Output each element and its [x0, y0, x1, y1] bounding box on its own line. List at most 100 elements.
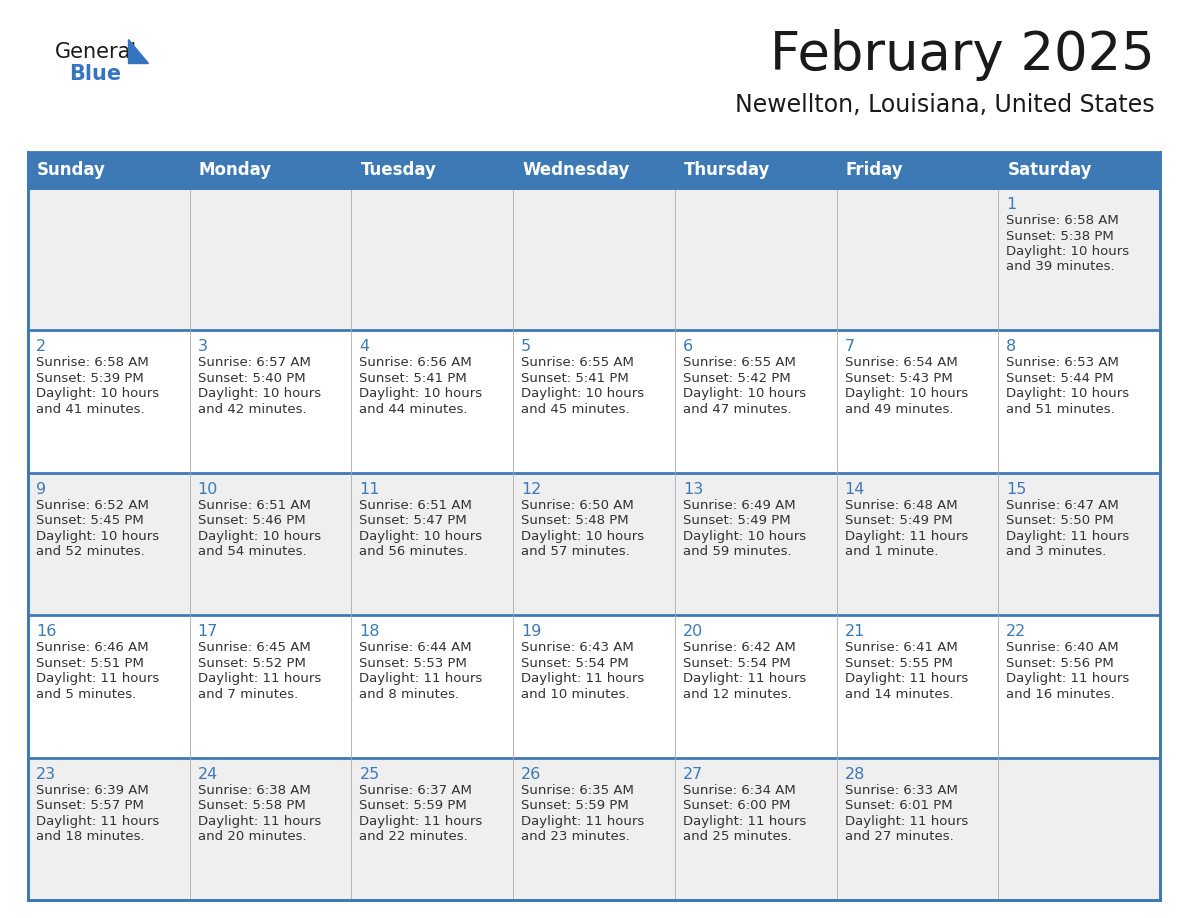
Text: and 59 minutes.: and 59 minutes.	[683, 545, 791, 558]
Text: Sunrise: 6:51 AM: Sunrise: 6:51 AM	[360, 498, 473, 512]
Bar	[29, 757, 190, 900]
Text: 25: 25	[360, 767, 380, 781]
Text: 17: 17	[197, 624, 219, 639]
Text: 22: 22	[1006, 624, 1026, 639]
Text: 6: 6	[683, 340, 693, 354]
Text: Daylight: 10 hours: Daylight: 10 hours	[36, 530, 159, 543]
Bar	[190, 473, 352, 615]
Text: Daylight: 10 hours: Daylight: 10 hours	[683, 387, 805, 400]
Text: 3: 3	[197, 340, 208, 354]
Bar	[998, 473, 1159, 615]
Bar	[998, 188, 1159, 330]
Bar	[513, 330, 675, 473]
Text: Sunrise: 6:44 AM: Sunrise: 6:44 AM	[360, 641, 472, 655]
Text: 2: 2	[36, 340, 46, 354]
Bar	[29, 615, 190, 757]
Text: Daylight: 10 hours: Daylight: 10 hours	[197, 530, 321, 543]
Text: Sunrise: 6:41 AM: Sunrise: 6:41 AM	[845, 641, 958, 655]
Bar	[675, 757, 836, 900]
Bar	[190, 757, 352, 900]
Text: Sunset: 5:42 PM: Sunset: 5:42 PM	[683, 372, 790, 385]
Text: and 57 minutes.: and 57 minutes.	[522, 545, 630, 558]
Text: Sunrise: 6:55 AM: Sunrise: 6:55 AM	[683, 356, 796, 369]
Polygon shape	[128, 39, 148, 63]
Text: 12: 12	[522, 482, 542, 497]
Text: Daylight: 11 hours: Daylight: 11 hours	[360, 814, 482, 828]
Text: Sunset: 5:41 PM: Sunset: 5:41 PM	[360, 372, 467, 385]
Text: Thursday: Thursday	[684, 161, 770, 179]
Text: Blue: Blue	[69, 64, 121, 84]
Text: and 3 minutes.: and 3 minutes.	[1006, 545, 1106, 558]
Bar	[352, 473, 513, 615]
Text: Sunrise: 6:35 AM: Sunrise: 6:35 AM	[522, 784, 634, 797]
Text: Sunset: 5:56 PM: Sunset: 5:56 PM	[1006, 656, 1114, 670]
Text: Sunset: 5:54 PM: Sunset: 5:54 PM	[683, 656, 790, 670]
Text: and 8 minutes.: and 8 minutes.	[360, 688, 460, 700]
Bar	[352, 152, 513, 188]
Text: Daylight: 10 hours: Daylight: 10 hours	[845, 387, 968, 400]
Text: 18: 18	[360, 624, 380, 639]
Text: and 12 minutes.: and 12 minutes.	[683, 688, 791, 700]
Text: 7: 7	[845, 340, 854, 354]
Text: Sunrise: 6:48 AM: Sunrise: 6:48 AM	[845, 498, 958, 512]
Text: Sunrise: 6:54 AM: Sunrise: 6:54 AM	[845, 356, 958, 369]
Bar	[836, 757, 998, 900]
Bar	[513, 152, 675, 188]
Text: and 10 minutes.: and 10 minutes.	[522, 688, 630, 700]
Text: and 27 minutes.: and 27 minutes.	[845, 830, 953, 843]
Text: and 45 minutes.: and 45 minutes.	[522, 403, 630, 416]
Text: and 20 minutes.: and 20 minutes.	[197, 830, 307, 843]
Bar	[513, 615, 675, 757]
Text: and 14 minutes.: and 14 minutes.	[845, 688, 953, 700]
Text: 28: 28	[845, 767, 865, 781]
Text: Daylight: 10 hours: Daylight: 10 hours	[522, 530, 644, 543]
Text: Sunrise: 6:50 AM: Sunrise: 6:50 AM	[522, 498, 634, 512]
Text: Sunset: 5:49 PM: Sunset: 5:49 PM	[683, 514, 790, 527]
Text: Daylight: 11 hours: Daylight: 11 hours	[197, 814, 321, 828]
Text: Sunset: 5:52 PM: Sunset: 5:52 PM	[197, 656, 305, 670]
Text: 20: 20	[683, 624, 703, 639]
Bar	[190, 152, 352, 188]
Text: and 52 minutes.: and 52 minutes.	[36, 545, 145, 558]
Text: Sunrise: 6:40 AM: Sunrise: 6:40 AM	[1006, 641, 1119, 655]
Text: Daylight: 11 hours: Daylight: 11 hours	[845, 530, 968, 543]
Bar	[998, 152, 1159, 188]
Text: Sunset: 5:46 PM: Sunset: 5:46 PM	[197, 514, 305, 527]
Text: and 1 minute.: and 1 minute.	[845, 545, 939, 558]
Bar	[675, 330, 836, 473]
Text: 24: 24	[197, 767, 217, 781]
Bar	[836, 473, 998, 615]
Text: 9: 9	[36, 482, 46, 497]
Text: Sunset: 5:58 PM: Sunset: 5:58 PM	[197, 799, 305, 812]
Text: Daylight: 10 hours: Daylight: 10 hours	[360, 530, 482, 543]
Text: Daylight: 11 hours: Daylight: 11 hours	[36, 672, 159, 685]
Text: Saturday: Saturday	[1007, 161, 1092, 179]
Bar	[998, 330, 1159, 473]
Text: Daylight: 11 hours: Daylight: 11 hours	[1006, 672, 1130, 685]
Text: Daylight: 11 hours: Daylight: 11 hours	[683, 814, 807, 828]
Text: Sunrise: 6:57 AM: Sunrise: 6:57 AM	[197, 356, 310, 369]
Text: Sunset: 5:59 PM: Sunset: 5:59 PM	[522, 799, 628, 812]
Text: Sunrise: 6:39 AM: Sunrise: 6:39 AM	[36, 784, 148, 797]
Text: Daylight: 10 hours: Daylight: 10 hours	[36, 387, 159, 400]
Text: Sunset: 5:54 PM: Sunset: 5:54 PM	[522, 656, 628, 670]
Text: Daylight: 10 hours: Daylight: 10 hours	[1006, 245, 1130, 258]
Bar	[998, 757, 1159, 900]
Text: Friday: Friday	[846, 161, 903, 179]
Text: Daylight: 11 hours: Daylight: 11 hours	[845, 814, 968, 828]
Text: Daylight: 11 hours: Daylight: 11 hours	[36, 814, 159, 828]
Text: Sunrise: 6:53 AM: Sunrise: 6:53 AM	[1006, 356, 1119, 369]
Text: Sunday: Sunday	[37, 161, 106, 179]
Text: and 22 minutes.: and 22 minutes.	[360, 830, 468, 843]
Bar	[998, 615, 1159, 757]
Bar	[190, 188, 352, 330]
Text: and 47 minutes.: and 47 minutes.	[683, 403, 791, 416]
Text: 1: 1	[1006, 197, 1017, 212]
Text: Daylight: 11 hours: Daylight: 11 hours	[197, 672, 321, 685]
Bar	[190, 330, 352, 473]
Text: Daylight: 10 hours: Daylight: 10 hours	[683, 530, 805, 543]
Text: and 25 minutes.: and 25 minutes.	[683, 830, 791, 843]
Bar	[29, 188, 190, 330]
Text: 23: 23	[36, 767, 56, 781]
Bar	[29, 473, 190, 615]
